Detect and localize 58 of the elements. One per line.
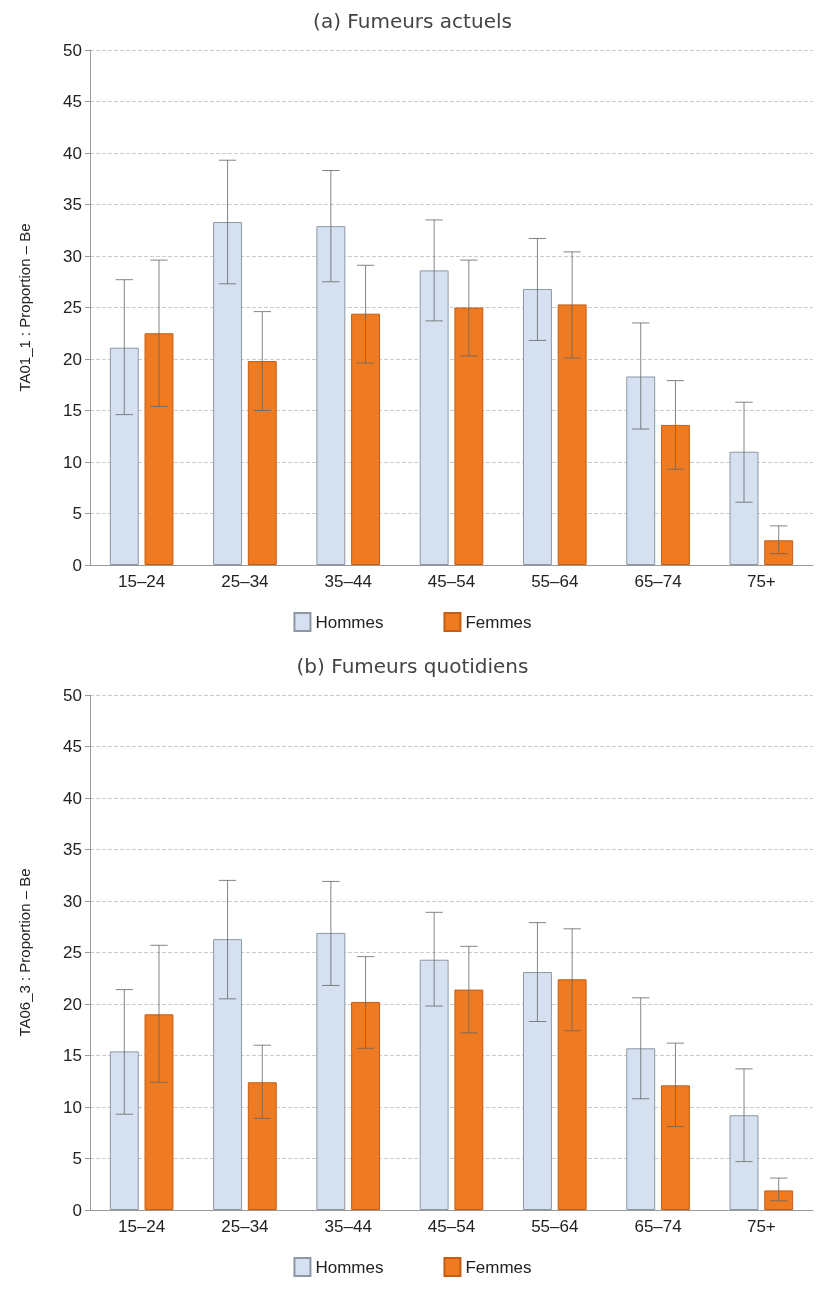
legend-label: Hommes [315, 1257, 384, 1277]
y-tick-label: 30 [63, 246, 82, 266]
y-tick-label: 50 [63, 685, 82, 705]
x-tick-label: 45–54 [427, 1217, 476, 1236]
y-tick-label: 10 [63, 452, 82, 472]
bar [660, 424, 690, 565]
bar [247, 1082, 277, 1210]
bar [454, 307, 484, 565]
x-tick-label: 55–64 [531, 1217, 579, 1236]
bar [557, 979, 587, 1210]
y-tick-label: 35 [63, 195, 82, 214]
y-tick-label: 5 [72, 504, 82, 523]
y-tick-label: 15 [63, 1046, 82, 1065]
bar [247, 361, 277, 565]
y-axis-title: TA01_1 : Proportion – Be [16, 223, 33, 392]
bar [764, 540, 794, 565]
y-axis-title: TA06_3 : Proportion – Be [16, 868, 33, 1037]
y-tick-label: 35 [63, 840, 82, 859]
x-tick-label: 45–54 [427, 572, 476, 591]
bar [144, 333, 174, 565]
x-tick-label: 75+ [746, 572, 776, 591]
y-tick-label: 10 [63, 1097, 82, 1117]
x-tick-label: 15–24 [118, 1217, 166, 1236]
y-tick-label: 5 [72, 1149, 82, 1168]
x-tick-label: 35–44 [324, 1217, 372, 1236]
x-tick-label: 15–24 [118, 572, 166, 591]
y-tick-label: 45 [63, 737, 82, 756]
bar [557, 304, 587, 565]
legend-label: Femmes [465, 1257, 532, 1277]
x-tick-label: 65–74 [634, 572, 682, 591]
bar [454, 989, 484, 1210]
x-tick-label: 35–44 [324, 572, 372, 591]
bar [764, 1190, 794, 1210]
y-tick-label: 45 [63, 92, 82, 111]
x-tick-label: 75+ [746, 1217, 776, 1236]
bar [351, 313, 381, 565]
bar [351, 1001, 381, 1210]
y-tick-label: 0 [72, 1200, 82, 1220]
y-tick-label: 25 [63, 943, 82, 962]
y-tick-label: 15 [63, 401, 82, 420]
x-tick-label: 25–34 [221, 1217, 269, 1236]
y-tick-label: 50 [63, 40, 82, 60]
legend-label: Hommes [315, 612, 384, 632]
y-tick-label: 40 [63, 143, 82, 163]
chart-title: (a) Fumeurs actuels [313, 9, 512, 33]
legend-label: Femmes [465, 612, 532, 632]
x-tick-label: 55–64 [531, 572, 579, 591]
y-tick-label: 40 [63, 788, 82, 808]
y-tick-label: 0 [72, 555, 82, 575]
y-tick-label: 25 [63, 298, 82, 317]
x-tick-label: 65–74 [634, 1217, 682, 1236]
y-tick-label: 30 [63, 891, 82, 911]
x-tick-label: 25–34 [221, 572, 269, 591]
bar [660, 1085, 690, 1210]
y-tick-label: 20 [63, 994, 82, 1014]
bar [144, 1014, 174, 1210]
chart-title: (b) Fumeurs quotidiens [296, 654, 529, 678]
y-tick-label: 20 [63, 349, 82, 369]
